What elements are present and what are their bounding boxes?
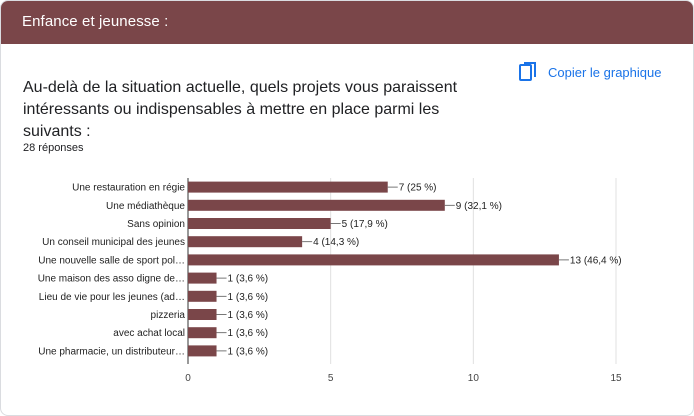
question-text: Au-delà de la situation actuelle, quels …	[23, 79, 458, 140]
bar	[188, 254, 559, 266]
bar	[188, 236, 303, 248]
section-title: Enfance et jeunesse :	[22, 13, 169, 30]
bar	[188, 290, 217, 302]
bar	[188, 181, 388, 193]
data-label: 4 (14,3 %)	[313, 237, 359, 248]
data-label: 13 (46,4 %)	[570, 255, 622, 266]
data-label: 1 (3,6 %)	[228, 346, 269, 357]
category-label: Une maison des asso digne de…	[38, 274, 185, 285]
data-label: 7 (25 %)	[399, 183, 437, 194]
copy-icon	[519, 62, 536, 81]
bar	[188, 327, 217, 339]
response-count: 28 réponses	[23, 142, 84, 154]
data-label: 9 (32,1 %)	[456, 201, 502, 212]
bar	[188, 272, 217, 284]
x-tick-label: 10	[468, 373, 480, 384]
category-label: Lieu de vie pour les jeunes (ad…	[39, 292, 185, 303]
bar	[188, 218, 331, 229]
category-label: Une restauration en régie	[72, 183, 185, 194]
data-label: 1 (3,6 %)	[228, 274, 269, 285]
x-tick-label: 0	[185, 373, 191, 384]
x-tick-label: 15	[610, 373, 622, 384]
category-label: Un conseil municipal des jeunes	[42, 237, 185, 248]
x-tick-label: 5	[328, 373, 334, 384]
category-label: Une pharmacie, un distributeur…	[38, 346, 185, 357]
bar	[188, 309, 217, 320]
data-label: 1 (3,6 %)	[228, 292, 269, 303]
copy-chart-label: Copier le graphique	[548, 64, 662, 80]
data-label: 1 (3,6 %)	[228, 328, 269, 339]
bar	[188, 345, 217, 357]
category-label: Une médiathèque	[106, 201, 185, 212]
category-label: Une nouvelle salle de sport pol…	[38, 255, 185, 266]
data-label: 1 (3,6 %)	[228, 310, 269, 321]
data-label: 5 (17,9 %)	[342, 219, 388, 230]
category-label: pizzeria	[151, 310, 186, 321]
bar-chart: Une restauration en régie 7 (25 %) Une méd…	[38, 178, 622, 384]
category-label: avec achat local	[113, 328, 185, 339]
section-header: Enfance et jeunesse :	[1, 1, 693, 44]
category-label: Sans opinion	[127, 219, 185, 230]
copy-chart-button[interactable]: Copier le graphique	[519, 61, 661, 83]
bar	[188, 199, 445, 211]
